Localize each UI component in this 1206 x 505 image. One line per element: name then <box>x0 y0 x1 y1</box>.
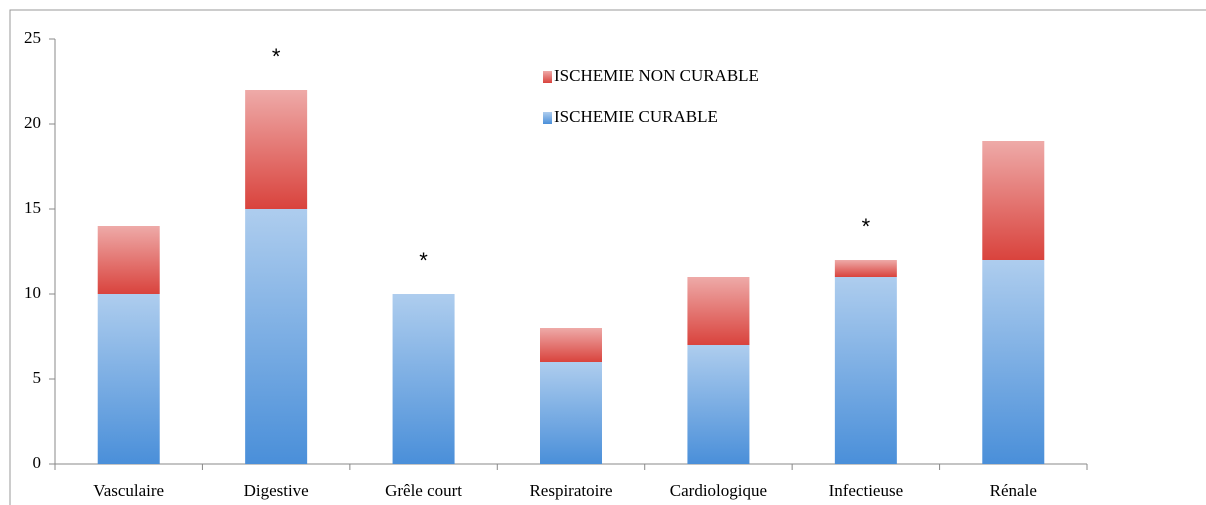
y-tick-label: 20 <box>24 113 41 132</box>
x-tick-label: Digestive <box>244 481 309 500</box>
bar-segment <box>540 328 602 362</box>
chart-frame <box>9 9 1206 505</box>
bar-segment <box>540 362 602 464</box>
bar-segment <box>392 294 455 464</box>
bar-segment <box>687 345 750 464</box>
legend-swatch <box>543 71 552 83</box>
bar-segment <box>245 90 308 209</box>
x-tick-label: Respiratoire <box>529 481 612 500</box>
bar-segment <box>245 209 308 464</box>
x-tick-label: Rénale <box>990 481 1037 500</box>
x-tick-label: Cardiologique <box>670 481 767 500</box>
y-tick-label: 5 <box>33 368 42 387</box>
annotation: * <box>419 248 428 273</box>
y-tick-label: 10 <box>24 283 41 302</box>
y-tick-label: 0 <box>33 453 42 472</box>
y-tick-label: 25 <box>24 28 41 47</box>
bar-segment <box>834 260 897 277</box>
annotation: * <box>272 44 281 69</box>
bar-segment <box>982 260 1045 464</box>
x-tick-label: Vasculaire <box>93 481 164 500</box>
bar-segment <box>97 226 160 294</box>
legend-label: ISCHEMIE CURABLE <box>554 107 718 126</box>
y-tick-label: 15 <box>24 198 41 217</box>
bar-segment <box>97 294 160 464</box>
legend-label: ISCHEMIE NON CURABLE <box>554 66 759 85</box>
bar-segment <box>982 141 1045 260</box>
bar-segment <box>687 277 750 345</box>
bar-segment <box>834 277 897 464</box>
annotation: * <box>862 214 871 239</box>
legend-swatch <box>543 112 552 124</box>
x-tick-label: Grêle court <box>385 481 462 500</box>
x-tick-label: Infectieuse <box>829 481 904 500</box>
